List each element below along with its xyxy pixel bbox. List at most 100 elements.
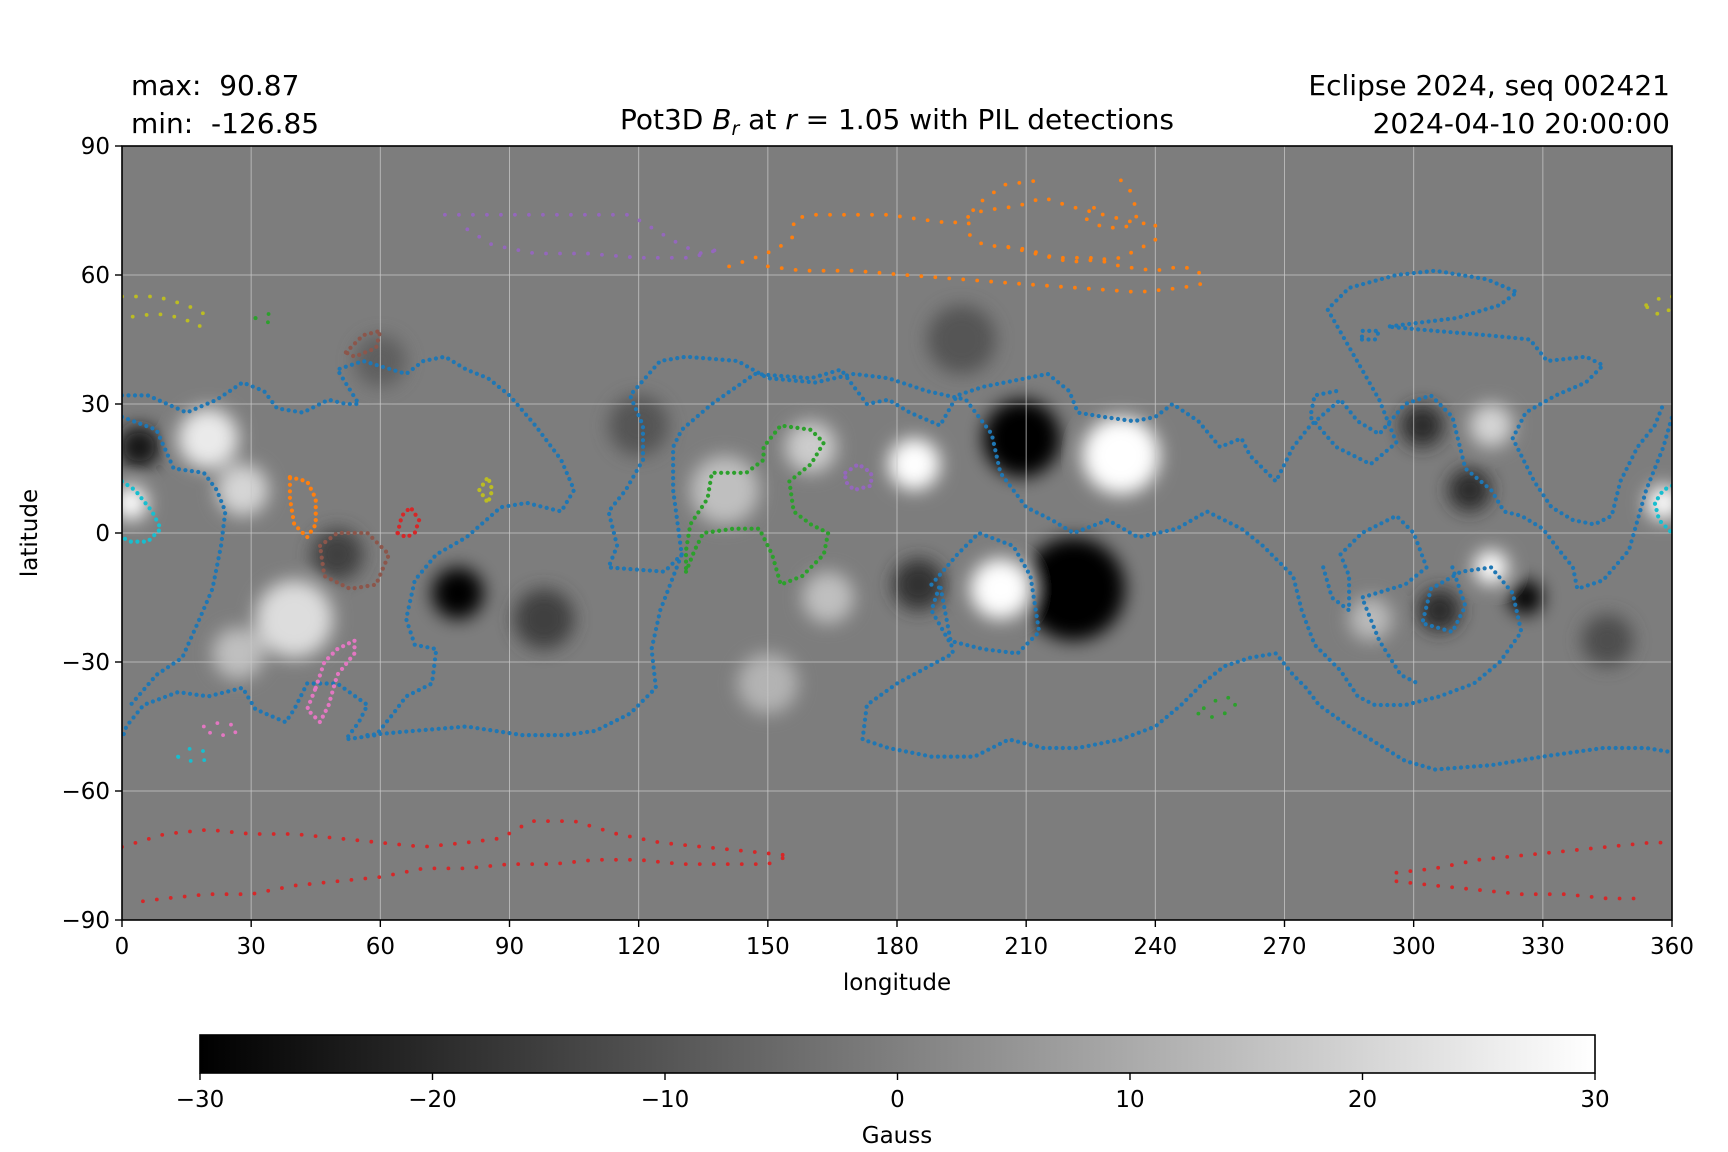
pil-point	[843, 475, 848, 480]
pil-point	[811, 375, 816, 380]
pil-point	[1591, 581, 1597, 586]
pil-point	[168, 896, 173, 900]
pil-point	[790, 505, 796, 510]
pil-point	[1455, 436, 1460, 441]
pil-point	[1533, 522, 1538, 527]
pil-point	[675, 356, 680, 361]
pil-point	[1378, 429, 1384, 435]
x-tick-label: 30	[237, 934, 266, 960]
pil-point	[1344, 677, 1349, 682]
pil-point	[841, 370, 846, 375]
pil-point	[1501, 654, 1506, 659]
pil-point	[410, 586, 416, 591]
pil-point	[1143, 267, 1148, 272]
pil-point	[1226, 695, 1231, 700]
pil-point	[138, 421, 143, 426]
pil-point	[737, 382, 742, 387]
pil-point	[221, 504, 226, 510]
pil-point	[1404, 702, 1409, 707]
pil-point	[1335, 324, 1340, 329]
pil-point	[1116, 524, 1121, 529]
pil-point	[1633, 449, 1638, 454]
pil-point	[1624, 466, 1629, 472]
pil-point	[1456, 272, 1461, 277]
pil-point	[368, 331, 374, 336]
pil-point	[864, 373, 869, 378]
pil-point	[1574, 584, 1580, 590]
pil-point	[1492, 664, 1497, 669]
pil-point	[807, 463, 812, 468]
pil-point	[324, 681, 329, 686]
pil-point	[404, 729, 409, 734]
pil-point	[780, 852, 785, 857]
pil-point	[1330, 596, 1335, 601]
pil-point	[1179, 702, 1184, 707]
pil-point	[1521, 515, 1527, 520]
pil-point	[352, 645, 357, 650]
pil-point	[929, 662, 934, 668]
pil-point	[1386, 653, 1391, 658]
pil-point	[310, 693, 315, 698]
pil-point	[1573, 384, 1578, 390]
pil-series-17	[1394, 840, 1663, 875]
pil-point	[1410, 700, 1416, 706]
pil-point	[755, 462, 760, 467]
pil-point	[1345, 341, 1350, 346]
pil-point	[655, 840, 660, 844]
pil-point	[651, 665, 656, 670]
pil-series-23	[305, 638, 357, 725]
pil-point	[1575, 893, 1580, 898]
pil-point	[1080, 745, 1085, 750]
pil-point	[1073, 745, 1078, 751]
pil-point	[1390, 515, 1396, 520]
pil-point	[528, 417, 533, 422]
pil-point	[977, 646, 983, 651]
pil-point	[1422, 882, 1427, 887]
pil-point	[313, 505, 318, 510]
pil-point	[1240, 438, 1245, 443]
pil-point	[1598, 579, 1603, 584]
pil-point	[256, 386, 261, 392]
pil-point	[1493, 333, 1498, 339]
pil-point	[1184, 284, 1189, 289]
pil-point	[779, 373, 784, 379]
pil-point	[1391, 585, 1397, 591]
pil-point	[404, 869, 409, 874]
pil-point	[187, 691, 193, 696]
pil-point	[1285, 666, 1291, 671]
pil-point	[867, 483, 872, 489]
pil-point	[169, 692, 174, 697]
pil-point	[1061, 255, 1065, 260]
pil-point	[215, 828, 220, 833]
pil-point	[1420, 618, 1426, 623]
pil-point	[1002, 540, 1007, 545]
pil-point	[696, 510, 701, 515]
pil-point	[168, 459, 173, 464]
field-blob-13	[432, 567, 484, 620]
pil-point	[973, 534, 978, 539]
pil-point	[929, 754, 934, 759]
pil-point	[864, 401, 869, 407]
pil-point	[266, 320, 270, 325]
pil-point	[1491, 856, 1496, 861]
pil-point	[457, 363, 462, 368]
pil-point	[1526, 337, 1531, 342]
pil-point	[1185, 412, 1191, 417]
pil-point	[371, 582, 376, 588]
pil-point	[1341, 603, 1346, 609]
pil-point	[1306, 626, 1311, 631]
pil-point	[793, 267, 798, 272]
pil-point	[1549, 395, 1554, 400]
pil-point	[961, 754, 967, 759]
pil-point	[1205, 509, 1210, 514]
pil-point	[1607, 514, 1612, 520]
pil-point	[293, 883, 298, 888]
pil-point	[343, 364, 348, 369]
pil-point	[1003, 182, 1008, 187]
pil-point	[1505, 585, 1510, 590]
pil-point	[1332, 319, 1337, 324]
pil-point	[1513, 441, 1518, 447]
pil-point	[765, 264, 770, 269]
pil-point	[1170, 286, 1175, 291]
pil-point	[824, 371, 829, 376]
